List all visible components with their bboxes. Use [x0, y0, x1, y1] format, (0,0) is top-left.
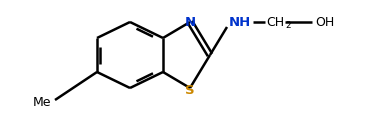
- Text: NH: NH: [229, 15, 251, 29]
- Text: S: S: [185, 83, 195, 97]
- Text: OH: OH: [315, 15, 335, 29]
- Text: Me: Me: [33, 97, 51, 110]
- Text: 2: 2: [285, 21, 291, 31]
- Text: N: N: [184, 15, 196, 29]
- Text: CH: CH: [266, 15, 284, 29]
